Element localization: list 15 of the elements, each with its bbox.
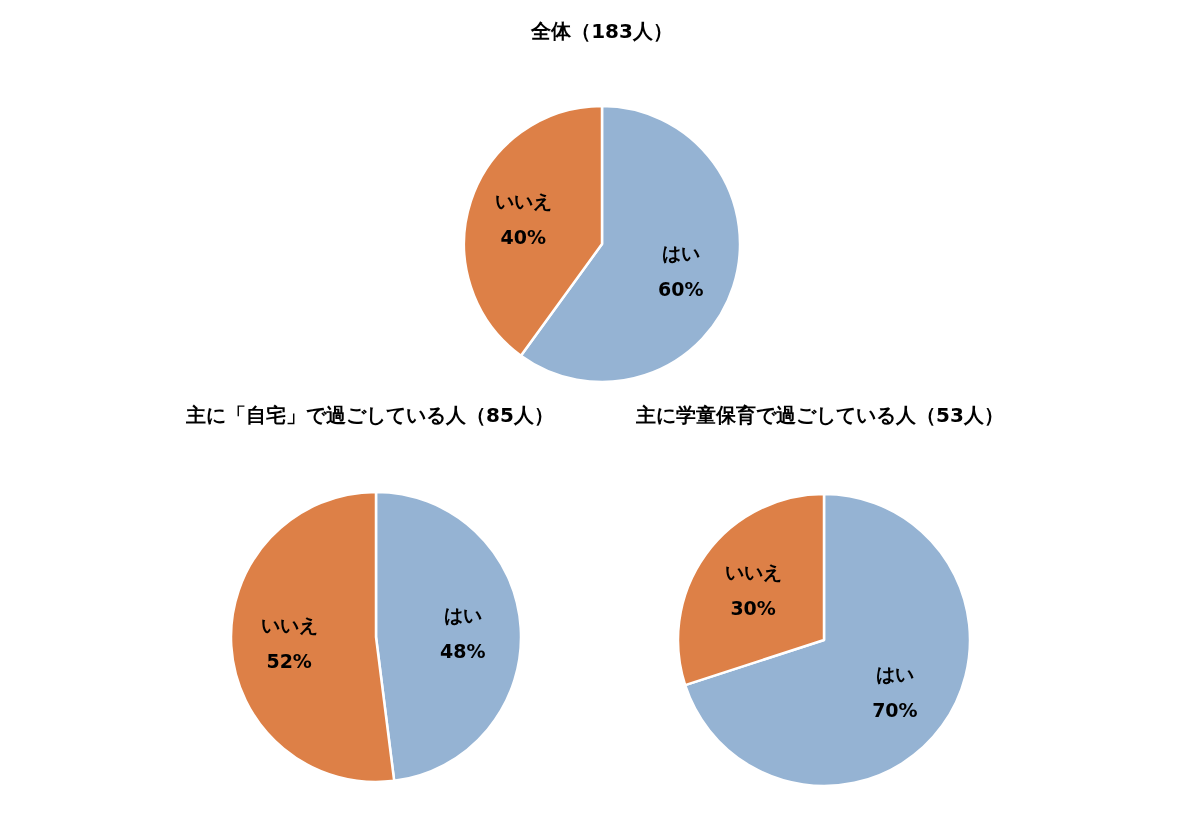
slice-label: いいえ: [494, 190, 552, 213]
chart-title: 主に「自宅」で過ごしている人（85人）: [185, 403, 554, 427]
slice-label: いいえ: [724, 560, 782, 583]
slice-label: いいえ: [260, 614, 318, 637]
data-label: 48%: [440, 639, 486, 662]
data-label: 40%: [500, 226, 546, 249]
data-label: 30%: [730, 596, 776, 619]
slice-label: はい: [443, 603, 482, 626]
chart-title: 主に学童保育で過ごしている人（53人）: [635, 403, 1004, 427]
data-label: 70%: [872, 699, 918, 722]
slice-label: はい: [661, 241, 700, 264]
data-label: 52%: [266, 650, 312, 673]
data-label: 60%: [658, 277, 704, 300]
chart-title: 全体（183人）: [530, 19, 673, 43]
slice-label: はい: [875, 663, 914, 686]
